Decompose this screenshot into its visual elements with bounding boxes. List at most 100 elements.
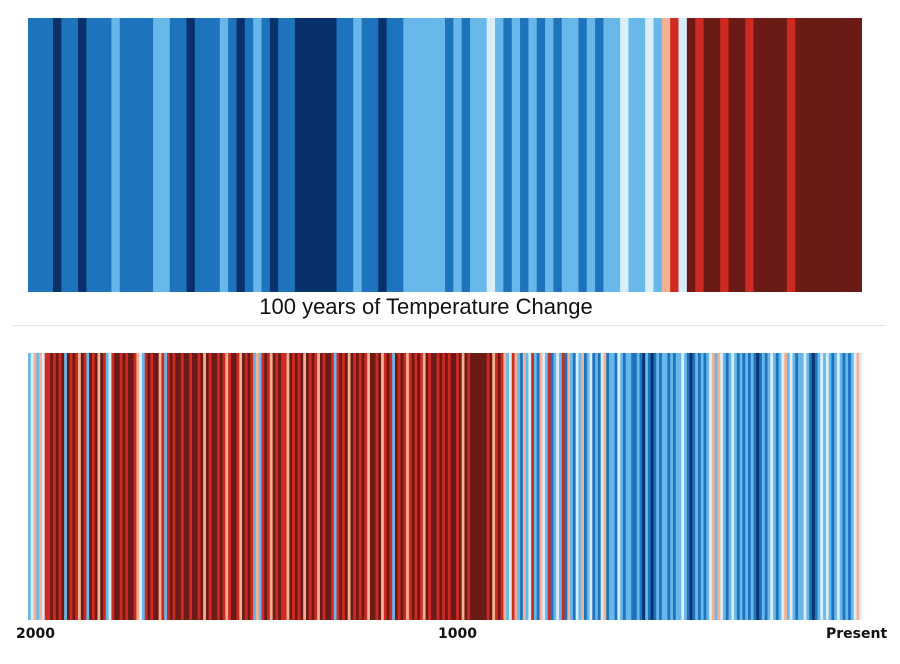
- temperature-stripe: [105, 353, 110, 620]
- temperature-stripe: [367, 353, 371, 620]
- temperature-stripe: [686, 353, 691, 620]
- temperature-stripe: [144, 18, 154, 292]
- temperature-stripe: [556, 353, 560, 620]
- temperature-stripe: [389, 353, 393, 620]
- temperature-stripe: [581, 353, 585, 620]
- temperature-stripe: [178, 18, 188, 292]
- temperature-stripe: [319, 353, 324, 620]
- temperature-stripe: [834, 353, 838, 620]
- temperature-stripe: [378, 353, 382, 620]
- temperature-stripe: [339, 353, 343, 620]
- temperature-stripe: [447, 353, 452, 620]
- temperature-stripe: [178, 353, 182, 620]
- temperature-stripe: [706, 353, 710, 620]
- temperature-stripe: [219, 353, 224, 620]
- temperature-stripe: [578, 18, 588, 292]
- temperature-stripe: [383, 353, 388, 620]
- temperature-stripe: [328, 353, 332, 620]
- temperature-stripe: [461, 353, 466, 620]
- top-stripes-svg: [28, 18, 862, 292]
- temperature-stripe: [186, 18, 196, 292]
- temperature-stripe: [620, 18, 630, 292]
- temperature-stripe: [798, 353, 802, 620]
- temperature-stripe: [453, 353, 457, 620]
- temperature-stripe: [261, 353, 265, 620]
- temperature-stripe: [795, 18, 805, 292]
- temperature-stripe: [306, 353, 310, 620]
- temperature-stripe: [603, 18, 613, 292]
- temperature-stripe: [205, 353, 210, 620]
- temperature-stripe: [122, 353, 126, 620]
- temperature-stripe: [570, 18, 580, 292]
- temperature-stripe: [748, 353, 752, 620]
- temperature-stripe: [853, 353, 858, 620]
- temperature-stripe: [622, 353, 627, 620]
- temperature-stripe: [836, 353, 841, 620]
- temperature-stripe: [720, 353, 724, 620]
- temperature-stripe: [36, 353, 40, 620]
- temperature-stripe: [536, 18, 546, 292]
- temperature-stripe: [114, 353, 118, 620]
- temperature-stripe: [44, 18, 54, 292]
- temperature-stripe: [66, 353, 71, 620]
- temperature-stripe: [372, 353, 377, 620]
- temperature-stripe: [161, 18, 171, 292]
- temperature-stripe: [711, 353, 716, 620]
- temperature-stripe: [692, 353, 696, 620]
- temperature-stripe: [803, 18, 813, 292]
- temperature-stripe: [567, 353, 571, 620]
- temperature-stripe: [286, 353, 290, 620]
- temperature-stripe: [759, 353, 763, 620]
- temperature-stripe: [628, 18, 638, 292]
- temperature-stripe: [703, 18, 713, 292]
- temperature-stripe: [661, 18, 671, 292]
- temperature-stripe: [528, 353, 532, 620]
- temperature-stripe: [394, 353, 399, 620]
- temperature-stripe: [564, 353, 568, 620]
- temperature-stripe: [411, 18, 421, 292]
- temperature-stripe: [606, 353, 610, 620]
- temperature-stripe: [303, 353, 307, 620]
- temperature-stripe: [361, 18, 371, 292]
- temperature-stripe: [150, 353, 154, 620]
- temperature-stripe: [164, 353, 168, 620]
- temperature-stripe: [72, 353, 76, 620]
- temperature-stripe: [83, 353, 87, 620]
- temperature-stripe: [300, 353, 304, 620]
- temperature-stripe: [217, 353, 221, 620]
- temperature-stripe: [180, 353, 185, 620]
- temperature-stripe: [697, 353, 702, 620]
- temperature-stripe: [381, 353, 385, 620]
- temperature-stripe: [511, 18, 521, 292]
- temperature-stripe: [203, 353, 207, 620]
- temperature-stripe: [144, 353, 149, 620]
- temperature-stripe: [800, 353, 805, 620]
- temperature-stripe: [736, 353, 741, 620]
- temperature-stripe: [211, 18, 221, 292]
- temperature-stripe: [820, 18, 830, 292]
- temperature-stripe: [761, 18, 771, 292]
- temperature-stripe: [467, 353, 471, 620]
- temperature-stripe: [817, 353, 821, 620]
- temperature-stripe: [94, 18, 104, 292]
- temperature-stripe: [520, 353, 524, 620]
- x-tick-label: 2000: [16, 626, 55, 642]
- temperature-stripe: [814, 353, 819, 620]
- temperature-stripe: [647, 353, 652, 620]
- temperature-stripe: [80, 353, 85, 620]
- temperature-stripe: [561, 353, 566, 620]
- temperature-stripe: [361, 353, 365, 620]
- temperature-stripe: [636, 353, 641, 620]
- temperature-stripe: [64, 353, 68, 620]
- temperature-stripe: [495, 18, 504, 292]
- temperature-stripe: [297, 353, 302, 620]
- temperature-stripe: [136, 353, 140, 620]
- temperature-stripe: [611, 18, 621, 292]
- temperature-stripe: [289, 353, 293, 620]
- temperature-stripe: [831, 353, 835, 620]
- temperature-stripe: [258, 353, 263, 620]
- temperature-stripe: [41, 353, 46, 620]
- temperature-stripe: [661, 353, 666, 620]
- top-stripes-chart: [28, 18, 862, 292]
- temperature-stripe: [103, 353, 107, 620]
